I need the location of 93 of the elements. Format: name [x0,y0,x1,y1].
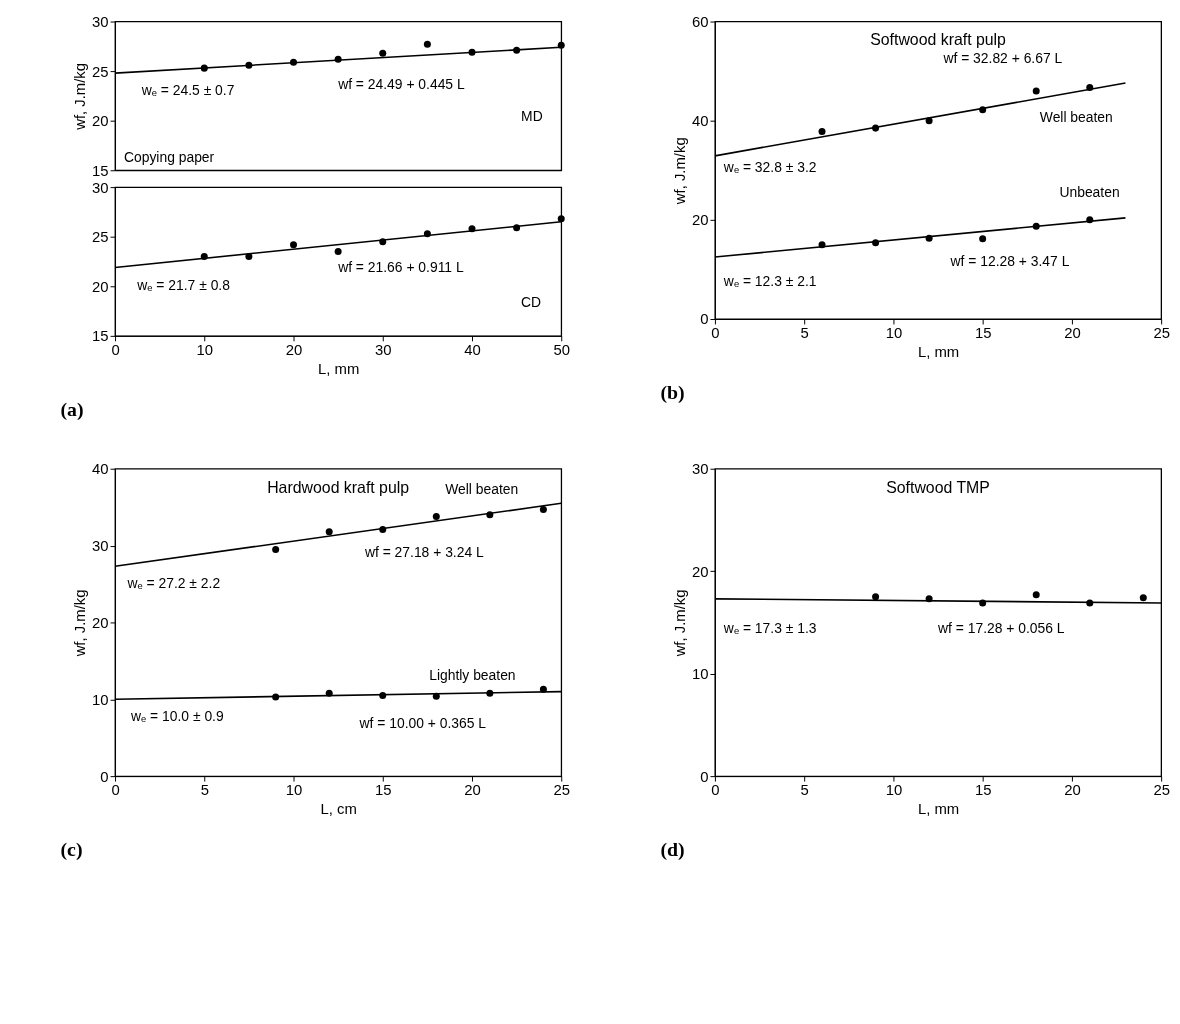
text: (d) [660,838,685,862]
point [423,40,431,48]
y-tick-label: 20 [92,278,109,295]
y-tick-label: 30 [92,13,109,30]
x-tick-label: 0 [111,782,120,799]
x-tick-label: 25 [1153,782,1170,799]
x-axis-title: L, cm [320,801,357,818]
y-axis-title: wf, J.m/kg [72,589,89,658]
annotation: wf = 10.00 + 0.365 L [358,714,487,731]
x-tick-label: 15 [974,325,992,342]
x-tick-label: 0 [711,325,720,342]
y-tick-label: 20 [691,212,709,229]
annotation: MD [521,107,543,124]
point [557,41,565,49]
annotation: Lightly beaten [429,667,516,684]
x-tick-label: 10 [196,342,214,359]
x-tick-label: 20 [1064,782,1081,799]
point [1032,87,1040,95]
annotation: wₑ = 17.3 ± 1.3 [722,620,817,637]
y-axis-title: wf, J.m/kg [72,62,89,131]
text: Hardwood kraft pulp [267,478,410,496]
point [325,528,333,536]
annotation: Copying paper [123,149,215,166]
x-tick-label: 15 [974,782,992,799]
y-tick-label: 30 [92,538,109,555]
y-tick-label: 20 [92,614,109,631]
y-tick-label: 25 [92,63,109,80]
point [432,512,440,520]
x-tick-label: 0 [111,342,120,359]
annotation: Well beaten [445,481,519,498]
point [272,545,280,553]
y-tick-label: 30 [691,461,709,478]
x-tick-label: 5 [800,325,809,342]
x-tick-label: 30 [374,342,392,359]
annotation: wf = 32.82 + 6.67 L [942,49,1063,66]
point [979,235,987,243]
x-tick-label: 25 [553,782,571,799]
point [379,49,387,57]
annotation: wf = 27.18 + 3.24 L [363,544,484,561]
y-tick-label: 40 [691,113,709,130]
y-tick-label: 30 [92,179,109,196]
x-tick-label: 50 [553,342,571,359]
x-axis-title: L, mm [917,801,960,818]
point [334,248,342,256]
y-tick-label: 20 [92,113,109,130]
y-tick-label: 40 [92,461,109,478]
annotation: wf = 12.28 + 3.47 L [949,252,1070,269]
annotation: wₑ = 21.7 ± 0.8 [136,277,231,294]
x-tick-label: 10 [885,782,903,799]
text: (c) [60,838,83,862]
y-tick-label: 0 [700,768,709,785]
x-axis-title: L, mm [317,361,360,378]
annotation: wf = 21.66 + 0.911 L [337,259,464,276]
annotation: CD [521,294,542,311]
annotation: Unbeaten [1059,183,1120,200]
annotation: wf = 24.49 + 0.445 L [337,76,465,92]
y-axis-title: wf, J.m/kg [672,589,689,658]
text: (b) [660,381,685,405]
x-tick-label: 5 [800,782,809,799]
annotation: wₑ = 12.3 ± 2.1 [722,272,817,289]
annotation: wₑ = 24.5 ± 0.7 [140,81,235,98]
x-tick-label: 15 [374,782,392,799]
y-tick-label: 15 [92,162,109,179]
x-tick-label: 10 [885,325,903,342]
annotation: wₑ = 32.8 ± 3.2 [722,158,817,175]
y-tick-label: 10 [691,666,709,683]
text: Softwood kraft pulp [870,31,1007,49]
annotation: Well beaten [1039,109,1113,126]
x-tick-label: 5 [200,782,209,799]
y-tick-label: 20 [691,563,709,580]
y-tick-label: 60 [691,13,709,30]
text: (a) [60,398,84,422]
point [290,241,298,249]
point [539,505,547,513]
annotation: wf = 17.28 + 0.056 L [937,620,1065,637]
y-tick-label: 10 [92,691,109,708]
y-tick-label: 0 [700,311,709,328]
annotation: wₑ = 10.0 ± 0.9 [130,708,224,725]
x-axis-title: L, mm [917,344,960,361]
x-tick-label: 20 [464,782,481,799]
x-tick-label: 20 [1064,325,1081,342]
x-tick-label: 10 [285,782,303,799]
point [818,128,826,136]
y-tick-label: 0 [100,768,109,785]
annotation: wₑ = 27.2 ± 2.2 [126,574,221,591]
x-tick-label: 20 [285,342,303,359]
x-tick-label: 25 [1153,325,1170,342]
y-axis-title: wf, J.m/kg [672,137,689,206]
point [557,215,565,223]
y-tick-label: 25 [92,229,109,246]
x-tick-label: 40 [464,342,481,359]
x-tick-label: 0 [711,782,720,799]
text: Softwood TMP [886,478,990,496]
